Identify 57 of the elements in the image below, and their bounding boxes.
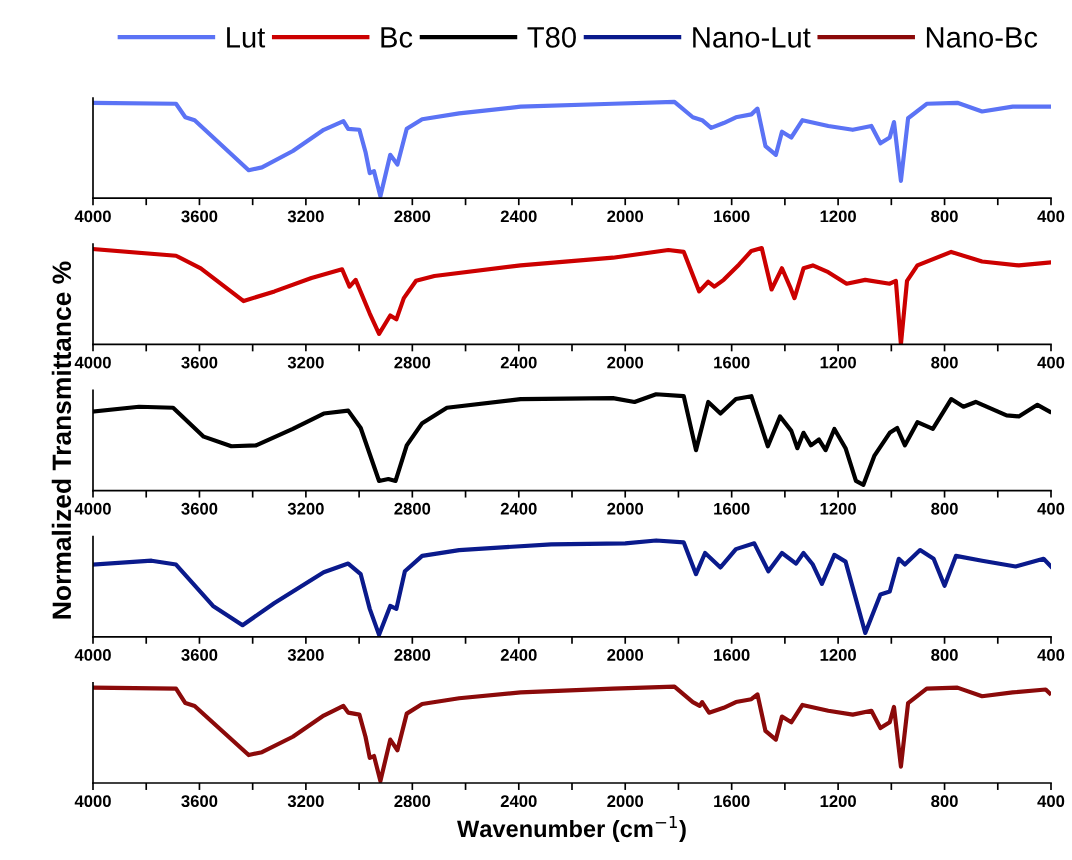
x-axis-title: Wavenumber (cm$^{−1}$) xyxy=(457,815,686,842)
x-tick-label: 1200 xyxy=(820,502,856,515)
x-tick-label: 400 xyxy=(1037,210,1065,223)
x-tick-label: 4000 xyxy=(74,649,111,661)
x-tick-label: 4000 xyxy=(74,502,111,515)
x-tick-label: 400 xyxy=(1037,649,1065,661)
x-tick-label: 2000 xyxy=(607,356,644,369)
x-tick-label: 1600 xyxy=(714,502,750,515)
x-tick-label: 2800 xyxy=(394,356,431,369)
x-tick-label: 4000 xyxy=(74,210,111,223)
x-tick-label: 2400 xyxy=(500,356,537,369)
x-tick-label: 1600 xyxy=(714,795,750,808)
x-tick-label: 800 xyxy=(931,502,958,515)
x-tick-label: 1600 xyxy=(714,210,750,223)
x-tick-label: 2000 xyxy=(607,502,644,515)
x-tick-label: 1200 xyxy=(820,356,856,369)
x-tick-label: 2800 xyxy=(394,649,431,661)
x-tick-label: 2800 xyxy=(394,502,431,515)
x-tick-label: 400 xyxy=(1037,795,1065,808)
x-tick-label: 800 xyxy=(931,795,958,808)
x-tick-label: 3200 xyxy=(287,649,324,661)
x-tick-label: 3600 xyxy=(181,210,218,223)
x-tick-label: 2000 xyxy=(607,649,644,661)
x-tick-label: 1200 xyxy=(820,210,856,223)
x-tick-label: 3600 xyxy=(181,649,218,661)
x-tick-label: 3600 xyxy=(181,795,218,808)
x-tick-label: 1600 xyxy=(714,649,750,661)
x-tick-label: 2800 xyxy=(394,795,431,808)
x-tick-label: 1600 xyxy=(714,356,750,369)
x-tick-label: 3600 xyxy=(181,502,218,515)
y-axis-title: Normalized Transmittance % xyxy=(51,261,72,619)
legend-label: Nano-Lut xyxy=(693,27,811,48)
legend-label: Nano-Bc xyxy=(926,27,1038,48)
x-tick-label: 400 xyxy=(1037,356,1065,369)
x-tick-label: 2400 xyxy=(500,210,537,223)
x-tick-label: 4000 xyxy=(74,356,111,369)
x-tick-label: 2000 xyxy=(607,210,644,223)
x-tick-label: 3600 xyxy=(181,356,218,369)
x-tick-label: 3200 xyxy=(287,210,324,223)
x-tick-label: 2000 xyxy=(607,795,644,808)
x-tick-label: 2800 xyxy=(394,210,431,223)
x-tick-label: 3200 xyxy=(287,502,324,515)
x-tick-label: 1200 xyxy=(820,649,856,661)
x-tick-label: 800 xyxy=(931,356,958,369)
x-tick-label: 400 xyxy=(1037,502,1065,515)
x-tick-label: 4000 xyxy=(74,795,111,808)
x-tick-label: 2400 xyxy=(500,502,537,515)
x-tick-label: 2400 xyxy=(500,795,537,808)
x-tick-label: 3200 xyxy=(287,795,324,808)
x-tick-label: 800 xyxy=(931,210,958,223)
x-tick-label: 800 xyxy=(931,649,958,661)
x-tick-label: 1200 xyxy=(820,795,856,808)
x-tick-label: 3200 xyxy=(287,356,324,369)
x-tick-label: 2400 xyxy=(500,649,537,661)
legend-label: Lut xyxy=(227,27,266,48)
legend-label: T80 xyxy=(527,27,576,48)
legend-label: Bc xyxy=(381,27,413,48)
